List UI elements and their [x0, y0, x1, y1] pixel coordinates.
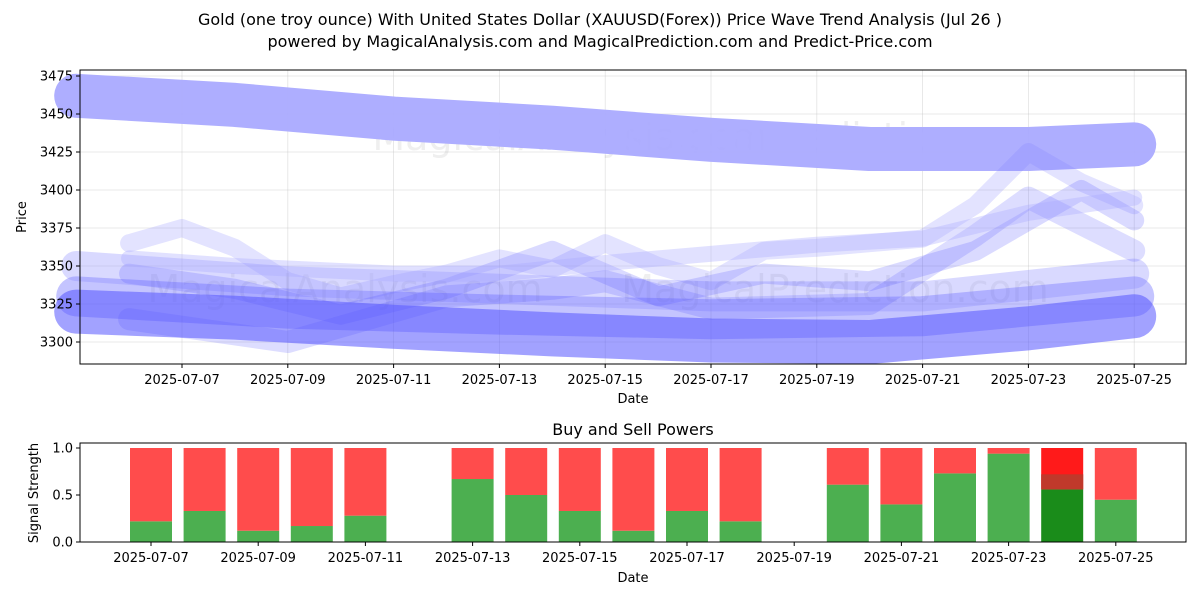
x-tick-label: 2025-07-11	[356, 373, 432, 388]
price-wave-line	[121, 189, 1143, 282]
buy-bar	[130, 521, 172, 542]
buy-sell-x-axis-label: Date	[617, 571, 648, 586]
y-tick-label: 3425	[40, 146, 73, 161]
buy-sell-bars	[130, 448, 1137, 542]
buy-sell-x-ticks: 2025-07-07 2025-07-09 2025-07-11 2025-07-13…	[113, 542, 1154, 566]
price-y-axis-label: Price	[15, 201, 30, 233]
buy-bar	[934, 473, 976, 542]
x-tick-label: 2025-07-07	[113, 551, 189, 566]
x-tick-label: 2025-07-17	[649, 551, 725, 566]
y-tick-label: 3475	[40, 70, 73, 85]
overlap-bar	[1041, 474, 1084, 490]
sell-bar	[451, 448, 494, 480]
buy-sell-chart: Buy and Sell Powers 0.0 0.5 1.0 2025-07-07…	[27, 420, 1187, 586]
sell-bar	[344, 448, 387, 516]
price-y-ticks: 3300 3325 3350 3375 3400 3425 3450 3475	[40, 70, 80, 351]
y-tick-label: 3325	[40, 298, 73, 313]
sell-bar	[666, 448, 708, 511]
sell-bar	[183, 448, 226, 511]
x-tick-label: 2025-07-21	[885, 373, 961, 388]
x-tick-label: 2025-07-19	[756, 551, 832, 566]
y-tick-label: 1.0	[52, 442, 73, 457]
buy-bar	[183, 510, 226, 542]
y-tick-label: 0.5	[52, 489, 73, 504]
y-tick-label: 3375	[40, 222, 73, 237]
buy-bar	[666, 510, 708, 542]
sell-bar	[237, 448, 280, 531]
chart-subtitle: powered by MagicalAnalysis.com and Magic…	[267, 32, 933, 51]
price-wave-chart: MagicalAnalysis.com MagicalPrediction.co…	[15, 69, 1187, 407]
price-wave-line	[54, 73, 1157, 171]
y-tick-label: 3450	[40, 108, 73, 123]
x-tick-label: 2025-07-17	[673, 373, 749, 388]
sell-bar	[558, 448, 601, 511]
buy-bar	[505, 495, 548, 542]
x-tick-label: 2025-07-23	[991, 373, 1067, 388]
x-tick-label: 2025-07-15	[567, 373, 643, 388]
buy-sell-plot-frame	[79, 442, 1187, 543]
x-tick-label: 2025-07-13	[435, 551, 511, 566]
price-wave-line	[61, 251, 1150, 312]
buy-sell-y-axis-label: Signal Strength	[27, 443, 42, 543]
watermark-text: MagicalPrediction.com	[621, 267, 1049, 311]
price-wave-line	[118, 186, 1146, 353]
price-x-ticks: 2025-07-07 2025-07-09 2025-07-11 2025-07-13…	[144, 364, 1172, 388]
x-tick-label: 2025-07-25	[1078, 551, 1154, 566]
price-wave-line	[120, 143, 1144, 306]
x-tick-label: 2025-07-13	[462, 373, 538, 388]
x-tick-label: 2025-07-23	[971, 551, 1047, 566]
x-tick-label: 2025-07-09	[220, 551, 296, 566]
sell-bar	[290, 448, 333, 527]
sell-bar	[719, 448, 762, 522]
buy-sell-title: Buy and Sell Powers	[552, 420, 714, 439]
buy-bar	[612, 530, 655, 542]
price-wave-line	[119, 180, 1145, 325]
buy-sell-y-ticks: 0.0 0.5 1.0	[52, 442, 80, 551]
buy-bar	[451, 479, 494, 542]
x-tick-label: 2025-07-09	[250, 373, 326, 388]
price-x-axis-label: Date	[617, 392, 648, 407]
sell-bar	[934, 448, 976, 474]
x-tick-label: 2025-07-25	[1096, 373, 1172, 388]
chart-title: Gold (one troy ounce) With United States…	[197, 10, 1003, 29]
y-tick-label: 3400	[40, 184, 73, 199]
buy-bar	[880, 504, 923, 542]
buy-bar	[290, 526, 333, 542]
price-wave-line	[54, 289, 1157, 364]
sell-bar	[880, 448, 923, 505]
y-tick-label: 3350	[40, 260, 73, 275]
buy-bar	[344, 515, 387, 542]
buy-bar	[1094, 499, 1137, 542]
price-wave-line	[56, 276, 1155, 340]
y-tick-label: 0.0	[52, 536, 73, 551]
price-series-group	[54, 73, 1157, 364]
sell-bar	[612, 448, 655, 531]
x-tick-label: 2025-07-21	[864, 551, 940, 566]
buy-bar	[1041, 489, 1084, 542]
price-plot-frame	[79, 69, 1187, 365]
x-tick-label: 2025-07-07	[144, 373, 220, 388]
buy-bar	[987, 453, 1030, 542]
buy-bar	[558, 510, 601, 542]
buy-bar	[719, 521, 762, 542]
buy-bar	[237, 530, 280, 542]
sell-bar	[130, 448, 172, 522]
x-tick-label: 2025-07-19	[779, 373, 855, 388]
sell-bar	[987, 448, 1030, 454]
y-tick-label: 3300	[40, 336, 73, 351]
sell-bar	[826, 448, 869, 485]
x-tick-label: 2025-07-15	[542, 551, 618, 566]
sell-bar	[505, 448, 548, 495]
x-tick-label: 2025-07-11	[328, 551, 404, 566]
buy-bar	[826, 484, 869, 542]
sell-bar	[1094, 448, 1137, 500]
